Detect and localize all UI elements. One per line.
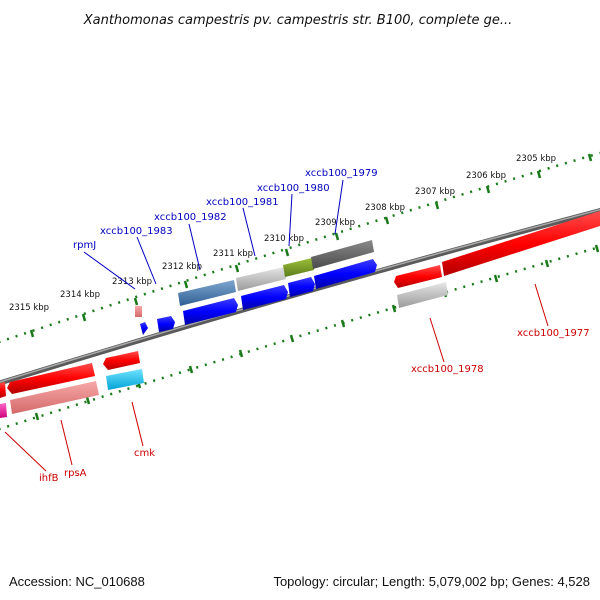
feature-magenta[interactable] (0, 403, 7, 418)
feature-darkgray[interactable] (311, 240, 374, 269)
gene-label[interactable]: xccb100_1980 (257, 183, 330, 194)
tick-label: 2311 kbp (213, 249, 253, 259)
genome-summary-text: Topology: circular; Length: 5,079,002 bp… (273, 574, 590, 589)
feature-blue[interactable] (183, 298, 238, 325)
feature-red[interactable] (103, 351, 140, 370)
tick-label: 2314 kbp (60, 290, 100, 300)
map-title: Xanthomonas campestris pv. campestris st… (83, 13, 513, 28)
feature-red[interactable] (394, 265, 442, 288)
feature-blue[interactable] (140, 322, 148, 335)
feature-blue[interactable] (241, 285, 288, 310)
inner-major-ticks (34, 244, 600, 421)
gene-label[interactable]: rpsA (64, 468, 87, 479)
feature-blue[interactable] (314, 259, 377, 289)
gene-labels: xccb100_1979 xccb100_1980 xccb100_1981 x… (39, 168, 590, 484)
feature-pink[interactable] (135, 306, 142, 317)
tick-label: 2315 kbp (9, 303, 49, 313)
feature-red[interactable] (0, 382, 6, 398)
gene-label[interactable]: xccb100_1977 (517, 328, 590, 339)
tick-label: 2312 kbp (162, 262, 202, 272)
feature-lightgray[interactable] (236, 267, 286, 291)
accession-text: Accession: NC_010688 (9, 574, 145, 589)
gene-label[interactable]: ihfB (39, 473, 59, 484)
tick-label: 2305 kbp (516, 154, 556, 164)
feature-steel[interactable] (178, 280, 236, 306)
gene-label[interactable]: xccb100_1982 (154, 212, 227, 223)
inner-tick-ring (0, 245, 600, 431)
feature-pink[interactable] (10, 381, 99, 414)
gene-label[interactable]: rpmJ (73, 240, 96, 251)
gene-label[interactable]: xccb100_1983 (100, 226, 173, 237)
feature-lightgray[interactable] (397, 282, 448, 308)
gene-label[interactable]: xccb100_1979 (305, 168, 378, 179)
tick-label: 2310 kbp (264, 234, 304, 244)
tick-label: 2309 kbp (315, 218, 355, 228)
tick-label: 2308 kbp (365, 203, 405, 213)
tick-label: 2306 kbp (466, 171, 506, 181)
label-leaders (4, 179, 549, 472)
forward-features (135, 240, 377, 335)
gene-label[interactable]: xccb100_1981 (206, 197, 279, 208)
feature-red[interactable] (442, 211, 600, 276)
tick-labels: 2305 kbp 2306 kbp 2307 kbp 2308 kbp 2309… (9, 154, 556, 313)
feature-red[interactable] (7, 363, 95, 394)
feature-olive[interactable] (283, 258, 314, 277)
feature-cyan[interactable] (106, 369, 144, 390)
outer-major-ticks (29, 153, 593, 338)
tick-label: 2313 kbp (112, 277, 152, 287)
gene-label[interactable]: xccb100_1978 (411, 364, 484, 375)
feature-blue[interactable] (288, 277, 315, 297)
feature-blue[interactable] (157, 316, 175, 332)
reverse-features (0, 211, 600, 418)
gene-label[interactable]: cmk (134, 448, 155, 459)
tick-label: 2307 kbp (415, 187, 455, 197)
